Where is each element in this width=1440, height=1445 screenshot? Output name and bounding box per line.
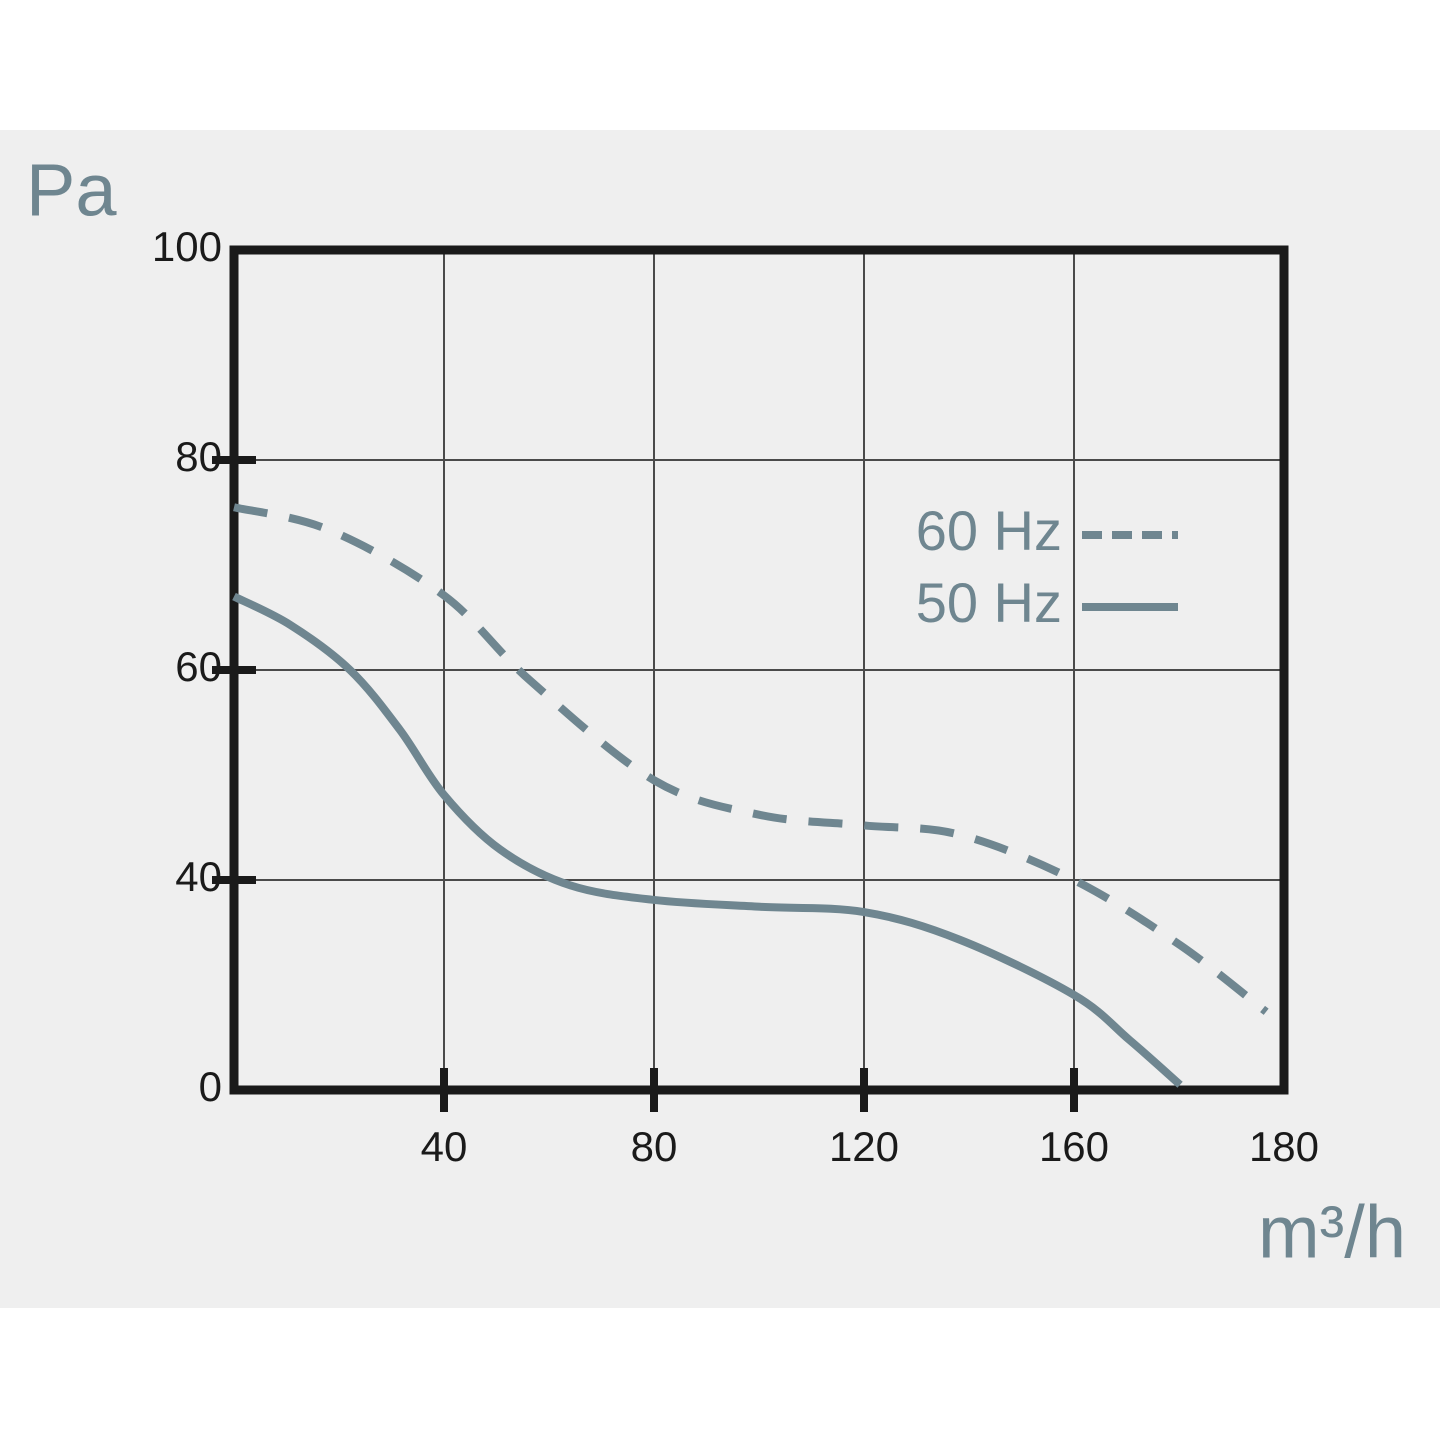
x-tick-label: 180: [1249, 1123, 1319, 1170]
x-axis-title: m³/h: [1258, 1191, 1406, 1274]
panel: [0, 130, 1440, 1308]
plot-frame: [229, 245, 1289, 1095]
series-line: [232, 592, 1183, 1088]
y-tick-label: 0: [199, 1063, 222, 1110]
x-tick-label: 160: [1039, 1123, 1109, 1170]
y-tick-label: 80: [175, 433, 222, 480]
x-tick-label: 40: [421, 1123, 468, 1170]
y-axis-title: Pa: [26, 149, 117, 232]
legend-label: 60 Hz: [916, 499, 1062, 562]
y-tick-label: 60: [175, 643, 222, 690]
legend-label: 50 Hz: [916, 571, 1062, 634]
y-tick-label: 40: [175, 853, 222, 900]
x-tick-label: 80: [631, 1123, 678, 1170]
x-tick-label: 120: [829, 1123, 899, 1170]
y-tick-label: 100: [152, 223, 222, 270]
series-line: [233, 503, 1269, 1015]
